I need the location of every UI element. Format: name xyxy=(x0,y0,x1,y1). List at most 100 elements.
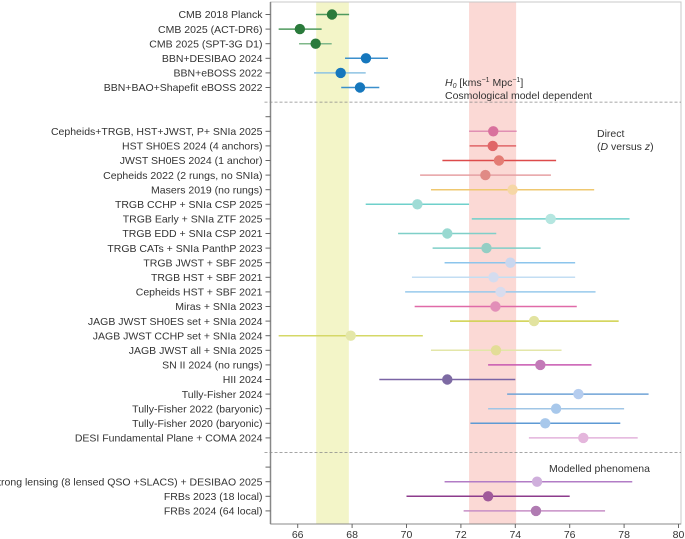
x-tick-label: 68 xyxy=(346,529,358,539)
data-point xyxy=(490,301,501,312)
row: FRBs 2024 (64 local) xyxy=(164,505,606,518)
data-point xyxy=(487,140,498,152)
row: Tully-Fisher 2022 (baryonic) xyxy=(132,403,625,415)
data-point xyxy=(442,228,453,239)
data-point xyxy=(310,38,321,49)
row: TRGB CCHP + SNIa CSP 2025 xyxy=(115,199,470,211)
data-point xyxy=(335,67,346,79)
row-label: HII 2024 xyxy=(223,374,263,386)
row-label: TRGB CATs + SNIa PanthP 2023 xyxy=(107,243,262,255)
row-label: SN II 2024 (no rungs) xyxy=(162,360,262,372)
data-point xyxy=(528,315,540,327)
row-label: Masers 2019 (no rungs) xyxy=(151,184,262,196)
data-point xyxy=(540,418,551,429)
row: Cepheids HST + SBF 2021 xyxy=(136,287,596,299)
x-tick-label: 66 xyxy=(292,529,304,539)
row-label: TRGB Early + SNIa ZTF 2025 xyxy=(123,214,263,226)
row: TRGB EDD + SNIa CSP 2021 xyxy=(122,228,497,240)
x-tick-label: 78 xyxy=(618,529,630,539)
row-label: Cepheids HST + SBF 2021 xyxy=(136,287,263,299)
x-tick-label: 72 xyxy=(455,529,467,539)
data-point xyxy=(294,23,306,35)
data-point xyxy=(442,374,453,385)
row-label: Cepheids 2022 (2 rungs, no SNIa) xyxy=(103,170,262,182)
row-label: DESI Fundamental Plane + COMA 2024 xyxy=(75,433,263,445)
row-label: BBN+eBOSS 2022 xyxy=(173,68,262,80)
row-label: CMB 2025 (ACT-DR6) xyxy=(158,24,262,36)
data-point xyxy=(545,213,556,225)
x-tick-label: 74 xyxy=(509,529,521,539)
data-point xyxy=(488,126,499,137)
row: JAGB JWST all + SNIa 2025 xyxy=(129,345,562,357)
row-label: CMB 2018 Planck xyxy=(178,9,263,21)
units-annotation: H0 [kms−1 Mpc−1] xyxy=(445,77,523,90)
row: DESI Fundamental Plane + COMA 2024 xyxy=(75,433,638,445)
row-label: JAGB JWST all + SNIa 2025 xyxy=(129,345,263,357)
row-label: JAGB JWST CCHP set + SNIa 2024 xyxy=(93,330,263,342)
data-point xyxy=(573,388,584,400)
row: Strong lensing (8 lensed QSO +SLACS) + D… xyxy=(0,476,633,488)
row: Masers 2019 (no rungs) xyxy=(151,184,595,196)
row-label: TRGB EDD + SNIa CSP 2021 xyxy=(122,228,262,240)
row: CMB 2025 (SPT-3G D1) xyxy=(149,38,332,50)
row-label: HST SH0ES 2024 (4 anchors) xyxy=(122,141,262,153)
row-label: FRBs 2024 (64 local) xyxy=(164,506,263,518)
row: HII 2024 xyxy=(223,374,516,386)
row-label: JAGB JWST SH0ES set + SNIa 2024 xyxy=(88,316,263,328)
row: SN II 2024 (no rungs) xyxy=(162,359,592,372)
data-point xyxy=(507,184,518,195)
row-label: Strong lensing (8 lensed QSO +SLACS) + D… xyxy=(0,476,263,488)
row: JWST SH0ES 2024 (1 anchor) xyxy=(120,155,557,167)
row: TRGB CATs + SNIa PanthP 2023 xyxy=(107,243,541,255)
row-label: BBN+DESIBAO 2024 xyxy=(162,53,263,65)
row: BBN+eBOSS 2022 xyxy=(173,67,366,80)
data-point xyxy=(490,345,502,356)
row-label: BBN+BAO+Shapefit eBOSS 2022 xyxy=(104,82,263,94)
row-label: TRGB CCHP + SNIa CSP 2025 xyxy=(115,199,263,211)
row-label: TRGB HST + SBF 2021 xyxy=(151,272,263,284)
data-point xyxy=(505,257,516,268)
x-tick-label: 70 xyxy=(401,529,413,539)
row: TRGB HST + SBF 2021 xyxy=(151,272,576,284)
row-label: Tully-Fisher 2024 xyxy=(182,389,263,401)
row-label: JWST SH0ES 2024 (1 anchor) xyxy=(120,155,263,167)
data-point xyxy=(535,359,546,371)
data-point xyxy=(480,169,491,181)
row: CMB 2018 Planck xyxy=(178,9,350,21)
row-label: Tully-Fisher 2020 (baryonic) xyxy=(132,418,262,430)
data-point xyxy=(578,432,589,444)
modelled-annotation: Modelled phenomena xyxy=(549,463,650,475)
row-label: Miras + SNIa 2023 xyxy=(175,301,262,313)
data-point xyxy=(354,82,366,93)
row: TRGB JWST + SBF 2025 xyxy=(143,257,576,269)
row: Miras + SNIa 2023 xyxy=(175,301,577,313)
x-tick-label: 76 xyxy=(564,529,576,539)
data-point xyxy=(530,505,542,517)
row: Tully-Fisher 2024 xyxy=(182,389,649,401)
data-point xyxy=(488,272,499,283)
data-point xyxy=(326,9,338,20)
x-tick-label: 80 xyxy=(673,529,685,539)
row: JAGB JWST CCHP set + SNIa 2024 xyxy=(93,330,423,342)
cosmo-annotation: Cosmological model dependent xyxy=(445,90,592,102)
row: Cepheids+TRGB, HST+JWST, P+ SNIa 2025 xyxy=(51,126,517,138)
row: TRGB Early + SNIa ZTF 2025 xyxy=(123,214,630,226)
band-early-universe xyxy=(316,2,349,524)
row-label: CMB 2025 (SPT-3G D1) xyxy=(149,38,262,50)
row-label: TRGB JWST + SBF 2025 xyxy=(143,257,262,269)
row: Cepheids 2022 (2 rungs, no SNIa) xyxy=(103,170,551,182)
data-point xyxy=(550,403,562,414)
direct-annotation: Direct xyxy=(597,128,625,140)
direct-sub-annotation: (D versus z) xyxy=(597,141,654,153)
row-label: FRBs 2023 (18 local) xyxy=(164,491,263,503)
row: Tully-Fisher 2020 (baryonic) xyxy=(132,418,621,430)
row-label: Tully-Fisher 2022 (baryonic) xyxy=(132,403,262,415)
row: JAGB JWST SH0ES set + SNIa 2024 xyxy=(88,316,619,328)
row: CMB 2025 (ACT-DR6) xyxy=(158,24,322,36)
row: FRBs 2023 (18 local) xyxy=(164,491,570,503)
data-point xyxy=(482,491,494,502)
data-point xyxy=(531,476,543,487)
data-point xyxy=(493,155,505,166)
data-point xyxy=(360,53,372,64)
